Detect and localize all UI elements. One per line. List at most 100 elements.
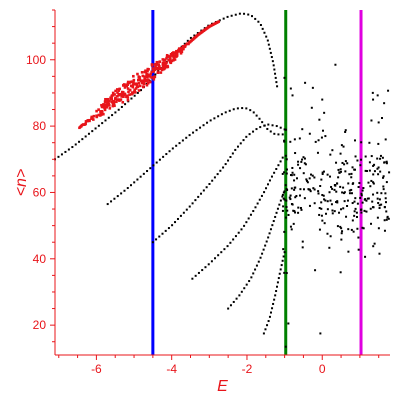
data-point — [274, 215, 277, 218]
data-point — [357, 186, 360, 189]
data-point — [353, 168, 356, 171]
data-point — [149, 167, 152, 170]
highlight-point — [144, 70, 148, 74]
highlight-point — [108, 100, 111, 103]
data-point — [234, 13, 237, 16]
data-point — [350, 228, 353, 231]
data-point — [384, 197, 387, 200]
data-point — [223, 248, 226, 251]
data-point — [204, 266, 207, 269]
highlight-point — [118, 99, 121, 102]
highlight-point — [106, 100, 110, 104]
data-point — [362, 227, 365, 230]
data-point — [337, 176, 340, 179]
data-point — [294, 152, 297, 155]
data-point — [222, 166, 225, 169]
data-point — [211, 179, 214, 182]
data-point — [335, 190, 338, 193]
highlight-point — [131, 85, 135, 89]
data-point — [158, 158, 161, 161]
data-point — [376, 157, 379, 160]
data-point — [298, 137, 301, 140]
data-point — [281, 259, 284, 262]
highlight-point — [118, 87, 121, 91]
data-point — [224, 111, 227, 114]
data-point — [188, 205, 191, 208]
data-point — [370, 119, 373, 122]
data-point — [289, 174, 292, 177]
data-point — [229, 241, 232, 244]
data-point — [338, 211, 341, 214]
data-point — [330, 203, 333, 206]
highlight-point — [147, 78, 150, 82]
data-point — [347, 182, 350, 185]
data-point — [360, 141, 363, 144]
data-point — [209, 119, 212, 122]
data-point — [213, 117, 216, 120]
data-point — [321, 98, 324, 101]
highlight-point — [100, 110, 104, 114]
data-point — [280, 264, 283, 267]
data-point — [379, 157, 382, 160]
highlight-point — [138, 75, 141, 79]
highlight-point — [128, 88, 132, 92]
data-point — [383, 229, 386, 232]
data-point — [194, 199, 197, 202]
data-point — [206, 121, 209, 124]
data-point — [371, 206, 374, 209]
data-point — [319, 185, 322, 188]
data-point — [257, 20, 260, 23]
data-point — [329, 175, 332, 178]
highlight-point — [150, 70, 153, 74]
data-point — [71, 146, 74, 149]
data-point — [194, 274, 197, 277]
highlight-point — [126, 87, 130, 90]
data-point — [309, 190, 312, 193]
data-point — [175, 144, 178, 147]
y-tick-label: 100 — [26, 53, 46, 67]
data-point — [322, 194, 325, 197]
data-point — [329, 235, 332, 238]
highlight-point — [161, 65, 165, 69]
data-point — [229, 155, 232, 158]
x-axis-title: E — [217, 378, 228, 395]
data-point — [356, 227, 359, 230]
data-point — [289, 140, 292, 143]
data-point — [268, 315, 271, 318]
data-point — [354, 207, 357, 210]
data-point — [387, 89, 390, 92]
data-point — [213, 176, 216, 179]
data-point — [181, 139, 184, 142]
data-point — [329, 153, 332, 156]
data-point — [348, 189, 351, 192]
data-point — [193, 34, 196, 37]
highlight-point — [115, 88, 119, 91]
highlight-point — [114, 96, 117, 100]
data-point — [360, 192, 363, 195]
data-point — [240, 290, 243, 293]
data-point — [97, 124, 100, 127]
data-point — [329, 199, 332, 202]
highlight-point — [110, 96, 113, 100]
data-point — [297, 160, 300, 163]
highlight-point — [157, 65, 161, 69]
highlight-point — [178, 49, 182, 53]
data-point — [226, 245, 229, 248]
data-point — [250, 276, 253, 279]
data-point — [364, 155, 367, 158]
highlight-point — [112, 102, 116, 105]
highlight-point — [113, 104, 116, 108]
data-point — [265, 187, 268, 190]
highlight-point — [134, 87, 138, 90]
highlight-point — [119, 98, 123, 101]
data-point — [354, 197, 357, 200]
highlight-point — [114, 89, 117, 93]
data-point — [341, 191, 344, 194]
data-point — [272, 302, 275, 305]
data-point — [263, 31, 266, 34]
data-point — [352, 230, 355, 233]
data-point — [373, 242, 376, 245]
highlight-point — [116, 98, 119, 102]
data-point — [360, 208, 363, 211]
highlight-point — [92, 114, 96, 118]
